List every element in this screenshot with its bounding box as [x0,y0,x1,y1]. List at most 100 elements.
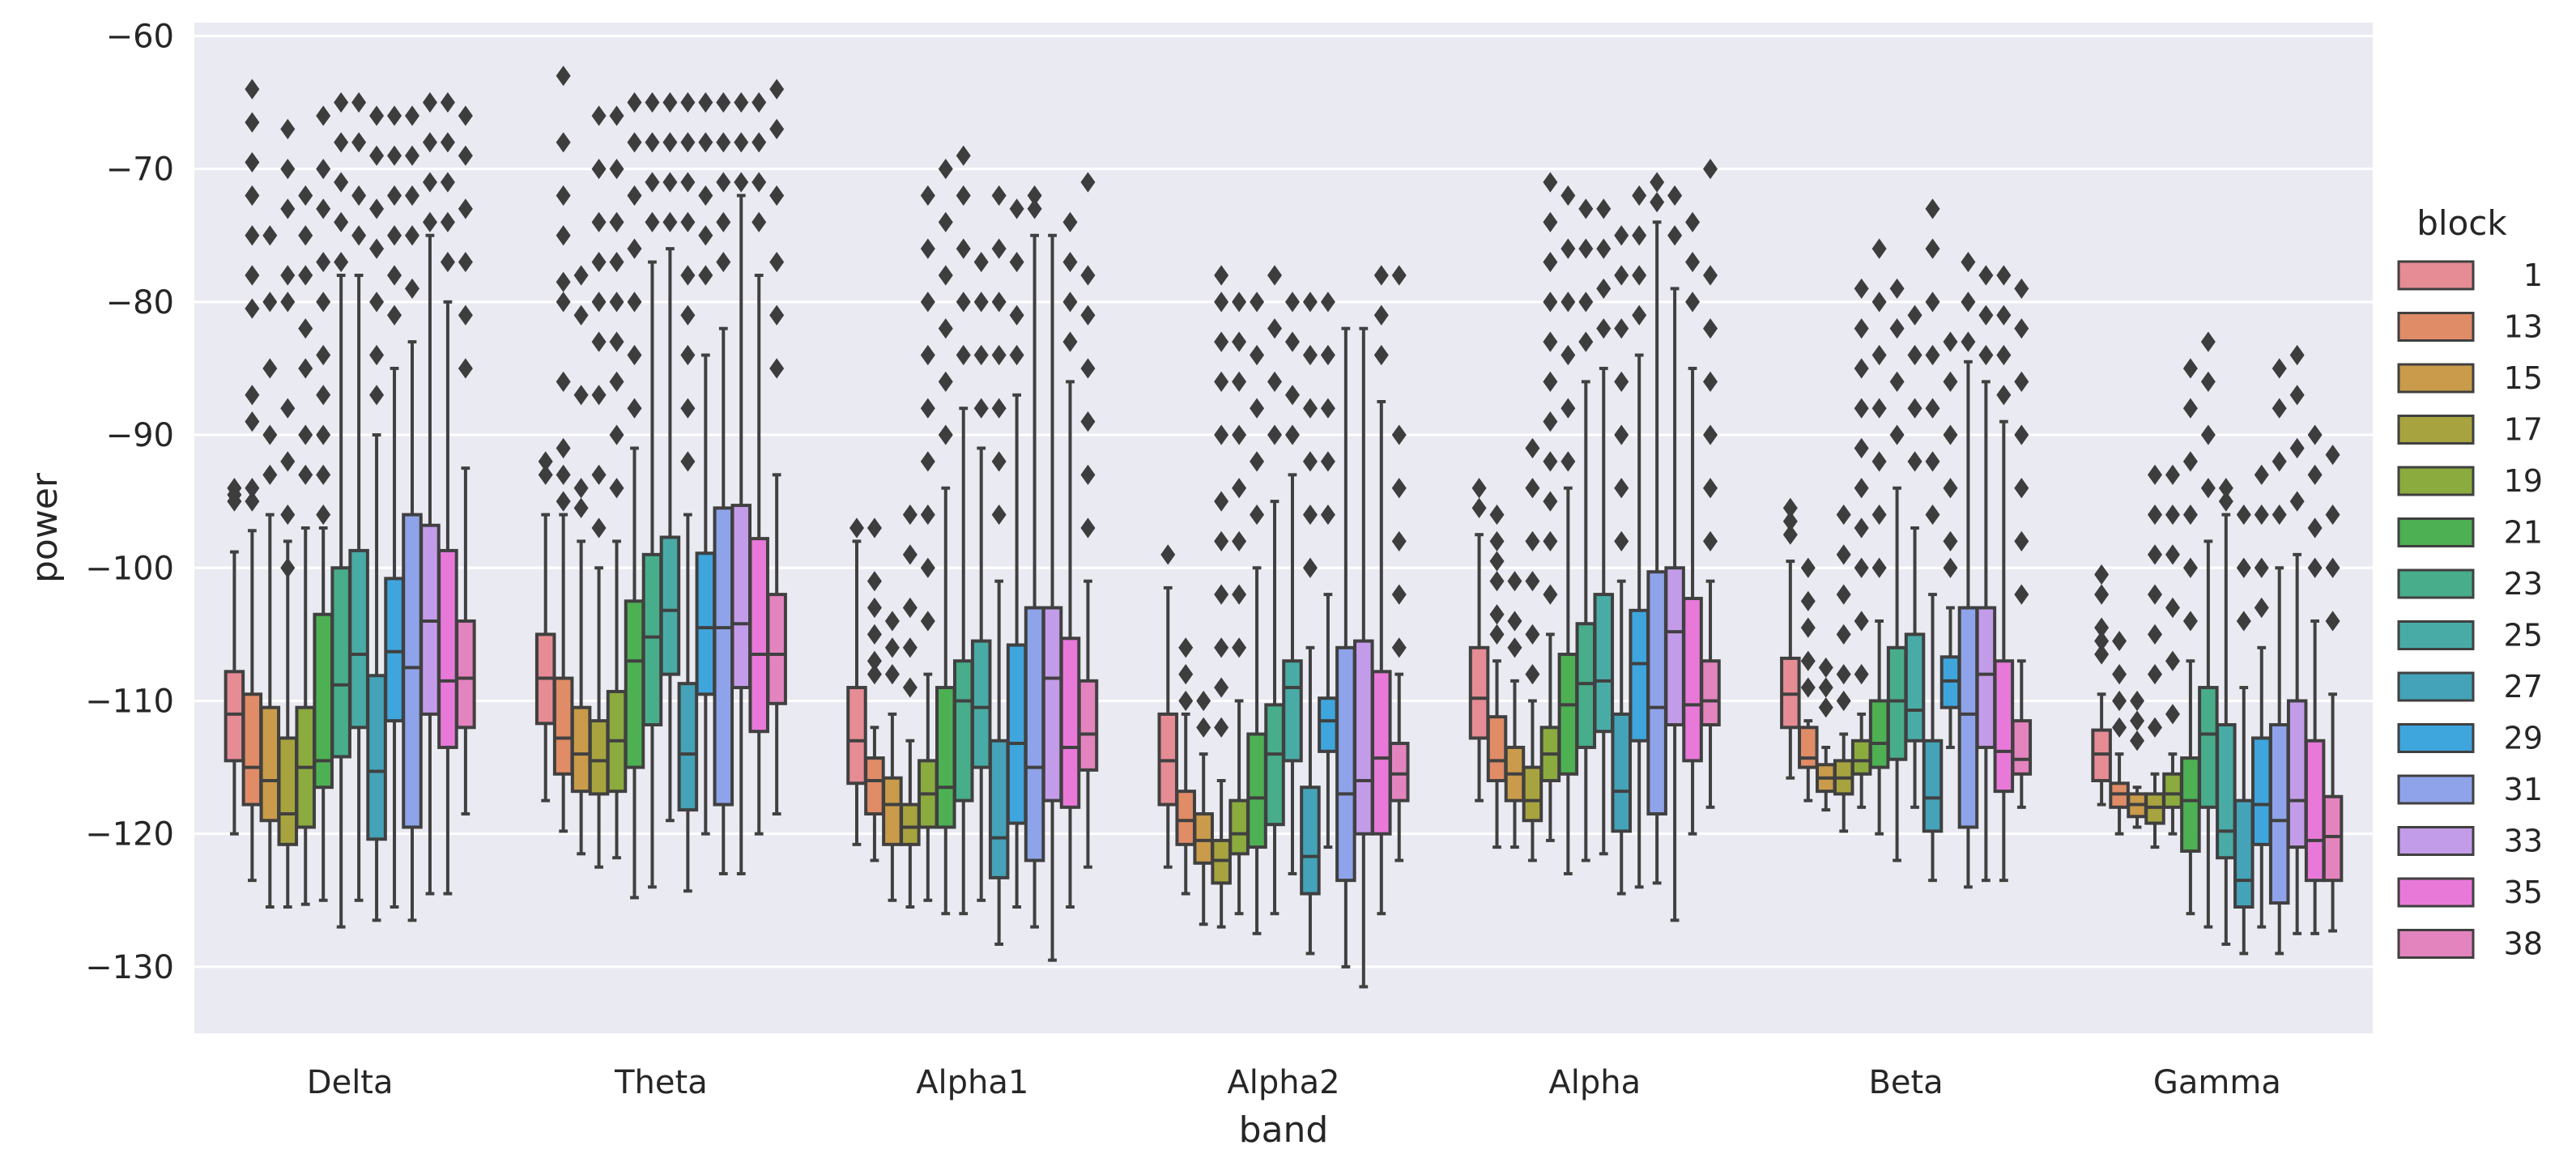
outlier-marker [991,504,1007,526]
outlier-marker [2325,445,2340,466]
outlier-marker [1214,717,1229,738]
outlier-marker [920,238,935,259]
outlier-marker [334,92,349,113]
outlier-marker [609,105,624,126]
box-body [1522,765,1543,823]
outlier-marker [422,132,437,153]
outlier-marker [902,504,918,526]
outlier-marker [1080,464,1096,485]
outlier-marker [884,611,900,632]
outlier-marker [1232,584,1247,605]
outlier-marker [1543,251,1558,273]
outlier-marker [1471,497,1487,518]
legend-label: 17 [2504,412,2543,448]
outlier-marker [262,358,278,379]
outlier-marker [1596,238,1612,259]
outlier-marker [716,92,731,113]
outlier-marker [1525,624,1540,645]
outlier-marker [2236,557,2251,578]
legend-label: 38 [2504,926,2543,962]
box-23-gamma [2198,331,2219,929]
outlier-marker [458,198,473,219]
outlier-marker [1685,251,1701,273]
outlier-marker [387,265,402,286]
box-19-theta [606,105,628,860]
outlier-marker [440,132,455,153]
outlier-marker [2254,557,2269,578]
outlier-marker [1062,211,1078,232]
outlier-marker [405,278,419,300]
outlier-marker [1578,331,1594,352]
box-29-alpha2 [1318,292,1339,849]
outlier-marker [1009,198,1024,219]
box-body [1077,679,1099,772]
box-13-alpha [1486,504,1508,849]
outlier-marker [2112,690,2127,712]
outlier-marker [280,198,296,219]
outlier-marker [1543,491,1558,512]
outlier-marker [884,637,900,658]
box-body [730,504,752,690]
outlier-marker [627,344,642,366]
outlier-marker [716,251,731,273]
outlier-marker [2254,504,2269,526]
outlier-marker [902,637,918,658]
outlier-marker [351,132,367,153]
outlier-marker [716,132,731,153]
box-body [224,670,245,763]
outlier-marker [1943,331,1958,352]
outlier-marker [1543,211,1558,232]
box-body [330,566,351,759]
outlier-marker [440,92,455,113]
box-17-alpha2 [1211,265,1232,929]
box-body [695,551,717,696]
outlier-marker [1196,690,1211,712]
outlier-marker [1818,697,1833,718]
box-body [2268,723,2290,905]
box-29-alpha1 [1006,198,1028,909]
box-body [900,802,921,846]
outlier-marker [991,398,1007,419]
legend-swatch [2397,877,2475,908]
outlier-marker [698,92,713,113]
outlier-marker [627,238,642,259]
outlier-marker [1871,344,1887,366]
outlier-marker [538,451,553,472]
outlier-marker [1080,265,1096,286]
outlier-marker [1561,451,1576,472]
outlier-marker [1650,172,1665,193]
outlier-marker [262,292,278,313]
outlier-marker [1080,411,1096,432]
outlier-marker [2307,464,2323,485]
outlier-marker [1373,304,1389,326]
outlier-marker [1214,530,1229,552]
outlier-marker [627,398,642,419]
outlier-marker [1027,198,1042,219]
outlier-marker [1507,611,1522,632]
legend-swatch [2397,517,2475,547]
legend-label: 21 [2504,515,2543,551]
outlier-marker [1214,424,1229,445]
outlier-marker [956,185,971,206]
outlier-marker [734,132,749,153]
box-body [277,736,299,846]
outlier-marker [369,344,385,366]
outlier-marker [2307,517,2323,539]
box-25-gamma [2216,478,2237,946]
outlier-marker [627,185,642,206]
outlier-marker [1614,530,1629,552]
outlier-marker [556,132,571,153]
outlier-marker [1302,398,1318,419]
legend-label: 15 [2504,360,2543,396]
outlier-marker [316,464,331,485]
outlier-marker [591,331,607,352]
outlier-marker [1489,624,1505,645]
outlier-marker [1250,504,1265,526]
outlier-marker [1854,358,1869,379]
outlier-marker [422,172,437,193]
legend-swatch [2397,723,2475,753]
outlier-marker [1284,424,1300,445]
box-body [659,535,681,676]
box-body [1371,670,1392,836]
outlier-marker [1961,331,1976,352]
